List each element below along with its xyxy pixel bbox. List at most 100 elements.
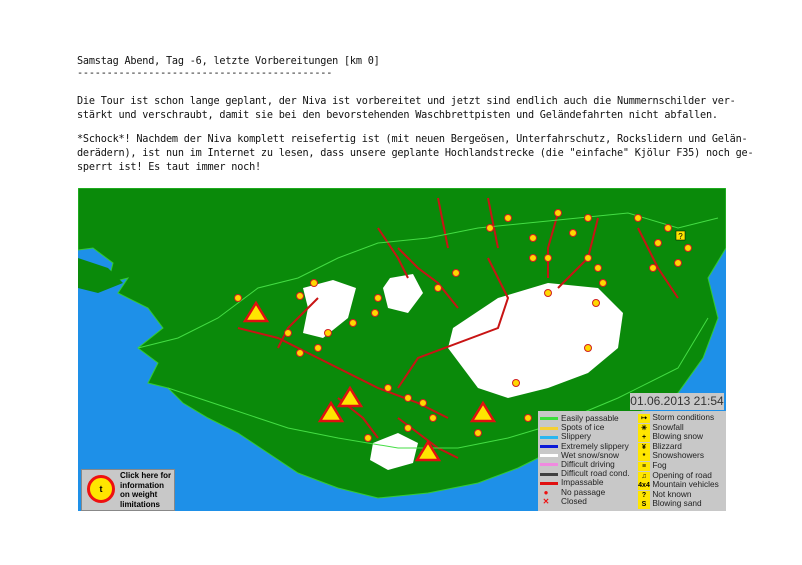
roadwork-warning-icon[interactable] <box>336 385 364 408</box>
weight-limitations-text: Click here for information on weight lim… <box>120 471 172 509</box>
weight-limitations-link[interactable]: t Click here for information on weight l… <box>81 469 175 511</box>
no-passage-marker[interactable] <box>434 284 442 292</box>
legend-line-swatch <box>540 444 558 448</box>
no-passage-marker[interactable] <box>296 292 304 300</box>
no-passage-marker[interactable] <box>371 309 379 317</box>
paragraph-1-line-1: Die Tour ist schon lange geplant, der Ni… <box>77 96 736 107</box>
legend-item: * Snowshowers <box>638 450 704 462</box>
no-passage-marker[interactable] <box>584 214 592 222</box>
legend-item: ✳ Snowfall <box>638 421 684 433</box>
legend-label: Wet snow/snow <box>561 449 619 460</box>
no-passage-marker[interactable] <box>649 264 657 272</box>
no-passage-marker[interactable] <box>674 259 682 267</box>
no-passage-marker[interactable] <box>592 299 600 307</box>
no-passage-marker[interactable] <box>529 234 537 242</box>
map-timestamp: 01.06.2013 21:54 <box>630 393 724 410</box>
legend-label: Impassable <box>561 477 604 488</box>
roads-passable <box>137 212 719 449</box>
legend-label: Opening of road <box>652 469 712 480</box>
no-passage-marker[interactable] <box>584 254 592 262</box>
post-heading: Samstag Abend, Tag -6, letzte Vorbereitu… <box>77 56 380 67</box>
no-passage-marker[interactable] <box>404 394 412 402</box>
no-passage-marker[interactable] <box>599 279 607 287</box>
legend-label: Snowshowers <box>652 450 704 461</box>
no-passage-marker[interactable] <box>504 214 512 222</box>
roadwork-warning-icon[interactable] <box>317 400 345 423</box>
no-passage-marker[interactable] <box>569 229 577 237</box>
legend-label: Extremely slippery <box>561 440 629 451</box>
no-passage-marker[interactable] <box>474 429 482 437</box>
no-passage-marker[interactable] <box>452 269 460 277</box>
no-passage-marker[interactable] <box>296 349 304 357</box>
road-conditions-map[interactable]: ? 01.06.2013 21:54 t Click here for info… <box>78 188 726 511</box>
legend-label: Fog <box>652 460 667 470</box>
no-passage-marker[interactable] <box>349 319 357 327</box>
svg-text:?: ? <box>678 232 683 241</box>
axle-weight-sign-icon: t <box>87 475 115 503</box>
legend-label: Blowing sand <box>652 498 702 509</box>
no-passage-marker[interactable] <box>419 399 427 407</box>
roadwork-warning-icon[interactable] <box>469 400 497 423</box>
legend-item: ● No passage <box>540 487 606 497</box>
no-passage-marker[interactable] <box>429 414 437 422</box>
legend-item: Extremely slippery <box>540 440 629 451</box>
legend-line-swatch <box>540 454 558 458</box>
legend-label: Mountain vehicles <box>652 479 719 490</box>
unknown-marker: ? <box>675 230 686 241</box>
no-passage-marker[interactable] <box>364 434 372 442</box>
no-passage-marker[interactable] <box>664 224 672 232</box>
question-icon: ? <box>638 490 650 500</box>
no-passage-marker[interactable] <box>544 289 552 297</box>
roadwork-warning-icon[interactable] <box>414 439 442 462</box>
legend-line-swatch <box>540 435 558 439</box>
no-passage-marker[interactable] <box>684 244 692 252</box>
legend-label: Spots of ice <box>561 422 605 433</box>
no-passage-marker[interactable] <box>554 209 562 217</box>
legend-label: Storm conditions <box>652 412 715 422</box>
storm-icon: ↦ <box>638 414 650 423</box>
legend-line-swatch <box>540 472 558 476</box>
paragraph-2-line-2: derädern), ist nun im Internet zu lesen,… <box>77 148 754 159</box>
no-passage-marker[interactable] <box>654 239 662 247</box>
paragraph-1-line-2: stärkt und verschraubt, damit sie bei de… <box>77 110 718 121</box>
no-passage-marker[interactable] <box>524 414 532 422</box>
blowing-snow-icon: + <box>638 433 650 443</box>
legend-line-swatch <box>540 463 558 467</box>
red-x-icon: ✕ <box>542 496 550 506</box>
no-passage-marker[interactable] <box>384 384 392 392</box>
legend-item: + Blowing snow <box>638 432 703 443</box>
legend-label: Easily passable <box>561 413 619 423</box>
no-passage-marker[interactable] <box>512 379 520 387</box>
legend-label: Difficult road cond. <box>561 468 630 479</box>
legend-item: S Blowing sand <box>638 498 702 510</box>
no-passage-marker[interactable] <box>529 254 537 262</box>
legend-label: Slippery <box>561 431 591 442</box>
legend-label: Snowfall <box>652 421 684 432</box>
snowshower-icon: * <box>638 452 650 462</box>
legend-label: Closed <box>561 495 587 506</box>
no-passage-marker[interactable] <box>594 264 602 272</box>
glacier-myrdalsjokull <box>370 433 418 470</box>
no-passage-marker[interactable] <box>634 214 642 222</box>
paragraph-2-line-1: *Schock*! Nachdem der Niva komplett reis… <box>77 134 748 145</box>
no-passage-marker[interactable] <box>324 329 332 337</box>
roadwork-warning-icon[interactable] <box>242 300 270 323</box>
glacier-hofsjokull <box>383 274 423 313</box>
legend-item: Difficult driving <box>540 460 615 469</box>
no-passage-marker[interactable] <box>374 294 382 302</box>
no-passage-marker[interactable] <box>486 224 494 232</box>
no-passage-marker[interactable] <box>404 424 412 432</box>
no-passage-marker[interactable] <box>544 254 552 262</box>
heading-divider: ----------------------------------------… <box>77 68 333 79</box>
no-passage-marker[interactable] <box>234 294 242 302</box>
map-legend: Easily passable Spots of ice Slippery Extre… <box>538 411 726 511</box>
no-passage-marker[interactable] <box>310 279 318 287</box>
legend-item: 4x4 Mountain vehicles <box>638 479 719 491</box>
no-passage-marker[interactable] <box>284 329 292 337</box>
no-passage-marker[interactable] <box>314 344 322 352</box>
legend-item: Easily passable <box>540 414 619 423</box>
blowing-sand-icon: S <box>638 500 650 510</box>
no-passage-marker[interactable] <box>584 344 592 352</box>
legend-item: ≡ Fog <box>638 460 667 471</box>
legend-line-swatch <box>540 417 558 421</box>
